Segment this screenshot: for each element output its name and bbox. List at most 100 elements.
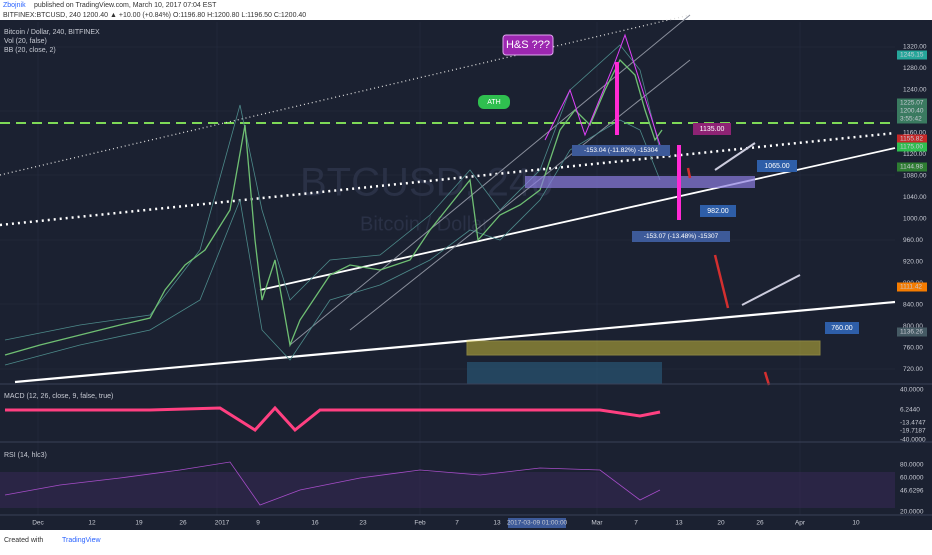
rsi-label: 46.6296 [900, 488, 924, 495]
watermark-name: Bitcoin / Dollar [360, 213, 489, 235]
m1-bg [572, 145, 670, 156]
price [4, 58, 663, 356]
time-label: 16 [311, 520, 319, 527]
price-tag-bg [897, 50, 927, 60]
m2-bg [632, 231, 730, 242]
time-label: Apr [795, 520, 806, 527]
ath-label: ATH [487, 99, 500, 106]
m1: -153.04 (-11.82%) -15304 [584, 147, 658, 154]
measure-arrows [615, 62, 681, 220]
price-tag: 1144.98 [900, 164, 923, 171]
main-indicator: Bitcoin / Dollar, 240, BITFINEX [4, 29, 100, 36]
footer-bg [0, 530, 932, 550]
vol-indicator: Vol (20, false) [4, 38, 47, 45]
price-axis: 1320.001280.001240.001200.001160.001120.… [897, 44, 927, 516]
price-tag-bg [897, 162, 927, 172]
header-bg [0, 0, 932, 20]
down-arrows [686, 167, 771, 386]
hs-label-bg [502, 34, 554, 56]
time-label: Mar [591, 520, 603, 527]
price-label: 960.00 [903, 237, 923, 244]
bollinger-lower [4, 119, 661, 366]
channel [349, 59, 691, 331]
footer-brand[interactable]: TradingView [62, 537, 101, 544]
price-tag: 1155.82 [900, 136, 923, 143]
time-label: 9 [256, 520, 260, 527]
macd-label: -40.0000 [900, 437, 926, 444]
author[interactable]: Zbojnik [3, 2, 26, 9]
price-tag: 1175.00 [900, 144, 923, 151]
time-label: Dec [32, 520, 44, 527]
m2: -153.07 (-13.48%) -15307 [644, 233, 719, 240]
time-label: 26 [756, 520, 764, 527]
time-label: 13 [493, 520, 501, 527]
price-tag-bg [897, 327, 927, 337]
hs-pattern [544, 33, 661, 146]
time-label: 13 [675, 520, 683, 527]
price-label: 1160.00 [903, 130, 926, 137]
price-label: 1000.00 [903, 215, 927, 222]
price-label: 1080.00 [903, 173, 927, 180]
time-label: 12 [88, 520, 96, 527]
support-zone [525, 176, 755, 188]
macd-indicator: MACD (12, 26, close, 9, false, true) [4, 393, 113, 400]
macd-hist [5, 405, 661, 433]
price-label: 1120.00 [903, 151, 926, 158]
channel [289, 14, 691, 346]
rsi-line [4, 461, 661, 506]
chart-bg [0, 20, 932, 530]
grid [0, 22, 895, 515]
price-label: 760.00 [903, 344, 923, 351]
cursor-time-bg [508, 518, 566, 528]
watermark-symbol: BTCUSD, 240 [300, 161, 553, 205]
rsi-label: 80.0000 [900, 462, 924, 469]
time-axis: Dec 12 19 26 2017 9 16 23 Feb 7 13 Mar 7 13 20 26 Apr 10 [32, 520, 860, 527]
macd-label: 40.0000 [900, 387, 924, 394]
price-tag-bg [897, 142, 927, 152]
price-tag-bg [897, 134, 927, 144]
macd-label: -19.7187 [900, 428, 926, 435]
rsi-label: 60.0000 [900, 475, 924, 482]
t1: 1135.00 [700, 126, 725, 133]
ath-label-bg [478, 95, 510, 109]
price-tag: 1245.15 [900, 52, 924, 59]
price-label: 1040.00 [903, 194, 927, 201]
price-label: 1280.00 [903, 65, 927, 72]
up-arrows [714, 142, 801, 306]
price-tag: 3:55:42 [900, 116, 922, 123]
rsi-indicator: RSI (14, hlc3) [4, 452, 47, 459]
lower-trend [14, 300, 896, 384]
price-tag: 1136.26 [900, 329, 923, 336]
t3: 982.00 [707, 208, 729, 215]
t4-bg [825, 322, 859, 334]
volume [467, 362, 662, 384]
price-tag: 1111.42 [900, 284, 922, 291]
t2-bg [757, 160, 797, 172]
price-label: 840.00 [903, 301, 923, 308]
target-zone [466, 340, 821, 356]
hs-label: H&S ??? [506, 39, 550, 51]
time-label: 2017 [215, 520, 230, 527]
price-tag-bg [897, 114, 927, 124]
price-tag-bg [897, 106, 927, 116]
macd-label: 6.2440 [900, 407, 920, 414]
rsi-band [0, 472, 895, 508]
t2: 1065.00 [764, 163, 789, 170]
footer-created: Created with [4, 537, 43, 544]
t3-bg [700, 205, 736, 217]
price-tag: 1225.07 [900, 100, 924, 107]
time-label: 7 [455, 520, 459, 527]
price-label: 720.00 [903, 366, 923, 373]
price-label: 1240.00 [903, 87, 927, 94]
price-label: 1320.00 [903, 44, 927, 51]
cursor-time: 2017-03-09 01:00:00 [507, 520, 568, 527]
published: published on TradingView.com, March 10, … [34, 2, 217, 9]
price-tag: 1200.40 [900, 108, 924, 115]
time-label: 26 [179, 520, 187, 527]
price-tag-bg [897, 98, 927, 108]
quote: BITFINEX:BTCUSD, 240 1200.40 ▲ +10.00 (+… [3, 12, 306, 19]
time-label: 19 [135, 520, 143, 527]
time-label: 10 [852, 520, 860, 527]
t1-bg [693, 123, 731, 135]
